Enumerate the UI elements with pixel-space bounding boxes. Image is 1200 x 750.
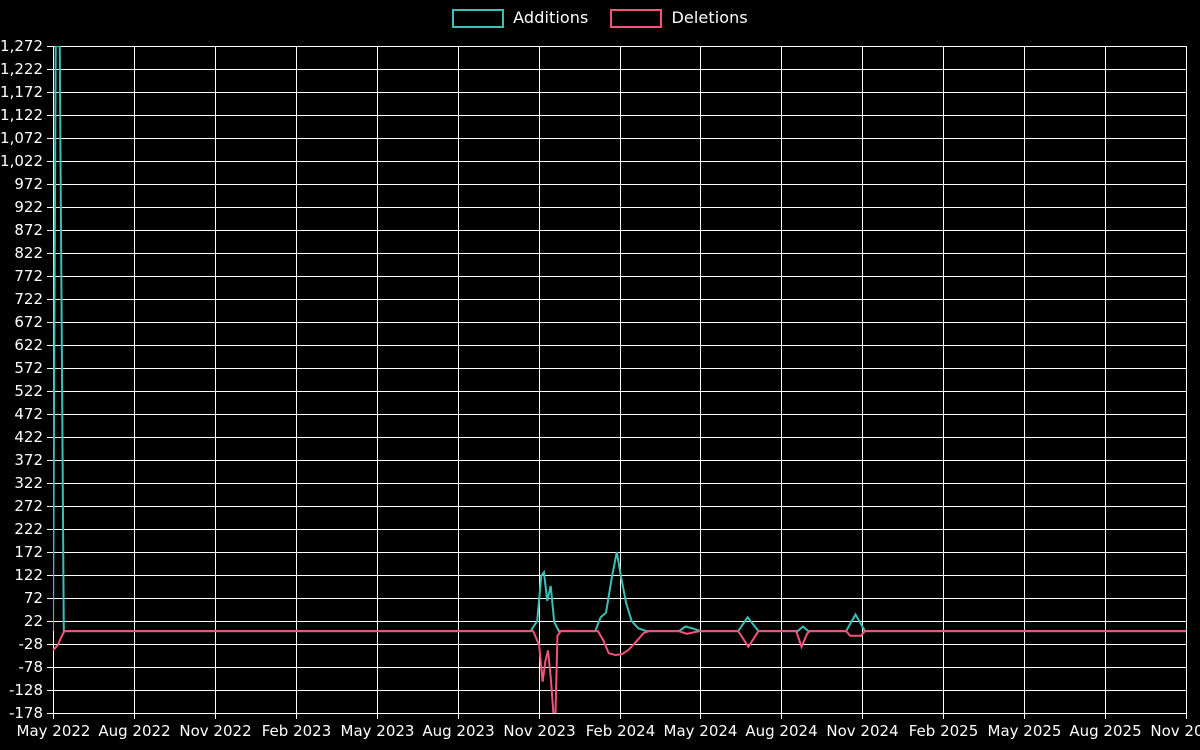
y-axis-tick-label: -28 bbox=[19, 635, 44, 653]
y-axis-tick-label: 1,122 bbox=[0, 106, 43, 124]
legend-item-additions[interactable]: Additions bbox=[452, 8, 589, 28]
y-axis-tick-label: 972 bbox=[14, 175, 43, 193]
y-axis-tick-label: 772 bbox=[14, 267, 43, 285]
x-axis-tick-label: Nov 2025 bbox=[1150, 722, 1200, 740]
y-axis-tick-label: 922 bbox=[14, 198, 43, 216]
y-axis-tick-label: 222 bbox=[14, 520, 43, 538]
y-axis-tick-label: 672 bbox=[14, 313, 43, 331]
legend-label-additions: Additions bbox=[513, 8, 589, 27]
y-axis-tick-label: 122 bbox=[14, 566, 43, 584]
x-axis-labels: May 2022 Aug 2022 Nov 2022 Feb 2023 May 2023… bbox=[17, 722, 1200, 740]
y-axis-tick-label: 172 bbox=[14, 543, 43, 561]
line-swatch-icon-deletions bbox=[610, 8, 663, 28]
x-axis-tick-label: Aug 2024 bbox=[745, 722, 817, 740]
y-axis-tick-label: 472 bbox=[14, 405, 43, 423]
y-axis-tick-label: 72 bbox=[24, 589, 43, 607]
x-axis-tick-label: May 2024 bbox=[664, 722, 738, 740]
y-axis-labels: 1,272 1,222 1,172 1,122 1,072 1,022 972 922 872 8… bbox=[0, 37, 43, 722]
y-axis-tick-label: 822 bbox=[14, 244, 43, 262]
x-axis-tick-label: Feb 2023 bbox=[262, 722, 332, 740]
x-axis-tick-label: Aug 2023 bbox=[422, 722, 494, 740]
y-axis-tick-label: -78 bbox=[19, 658, 44, 676]
y-axis-tick-label: 522 bbox=[14, 382, 43, 400]
x-axis-tick-label: Nov 2024 bbox=[826, 722, 898, 740]
y-axis-tick-label: 722 bbox=[14, 290, 43, 308]
y-axis-tick-label: -128 bbox=[9, 681, 43, 699]
x-axis-tick-label: May 2022 bbox=[17, 722, 91, 740]
y-axis-tick-label: 22 bbox=[24, 612, 43, 630]
y-axis-tick-label: 1,072 bbox=[0, 129, 43, 147]
line-swatch-icon-additions bbox=[452, 8, 505, 28]
y-axis-tick-label: 1,022 bbox=[0, 152, 43, 170]
y-axis-tick-label: 1,272 bbox=[0, 37, 43, 55]
x-axis-tick-label: Aug 2022 bbox=[98, 722, 170, 740]
legend-item-deletions[interactable]: Deletions bbox=[610, 8, 748, 28]
series-layer bbox=[53, 46, 1186, 713]
y-axis-tick-label: -178 bbox=[9, 704, 43, 722]
series-line-additions bbox=[53, 46, 1186, 633]
x-axis-tick-label: Nov 2022 bbox=[179, 722, 251, 740]
chart-legend: Additions Deletions bbox=[0, 0, 1200, 36]
y-axis-tick-label: 422 bbox=[14, 428, 43, 446]
x-axis-tick-label: Nov 2023 bbox=[503, 722, 575, 740]
y-axis-tick-label: 272 bbox=[14, 497, 43, 515]
series-line-deletions bbox=[53, 630, 1186, 713]
y-axis-tick-label: 322 bbox=[14, 474, 43, 492]
y-axis-tick-label: 1,172 bbox=[0, 83, 43, 101]
grid-layer bbox=[53, 46, 1187, 714]
y-axis-tick-label: 572 bbox=[14, 359, 43, 377]
x-axis-tick-label: May 2025 bbox=[988, 722, 1062, 740]
y-axis-tick-label: 622 bbox=[14, 336, 43, 354]
tick-layer bbox=[47, 46, 1187, 719]
x-axis-tick-label: Feb 2024 bbox=[586, 722, 656, 740]
y-axis-tick-label: 372 bbox=[14, 451, 43, 469]
legend-label-deletions: Deletions bbox=[671, 8, 748, 27]
x-axis-tick-label: Feb 2025 bbox=[909, 722, 979, 740]
x-axis-tick-label: Aug 2025 bbox=[1069, 722, 1141, 740]
y-axis-tick-label: 872 bbox=[14, 221, 43, 239]
x-axis-tick-label: May 2023 bbox=[341, 722, 415, 740]
y-axis-tick-label: 1,222 bbox=[0, 60, 43, 78]
